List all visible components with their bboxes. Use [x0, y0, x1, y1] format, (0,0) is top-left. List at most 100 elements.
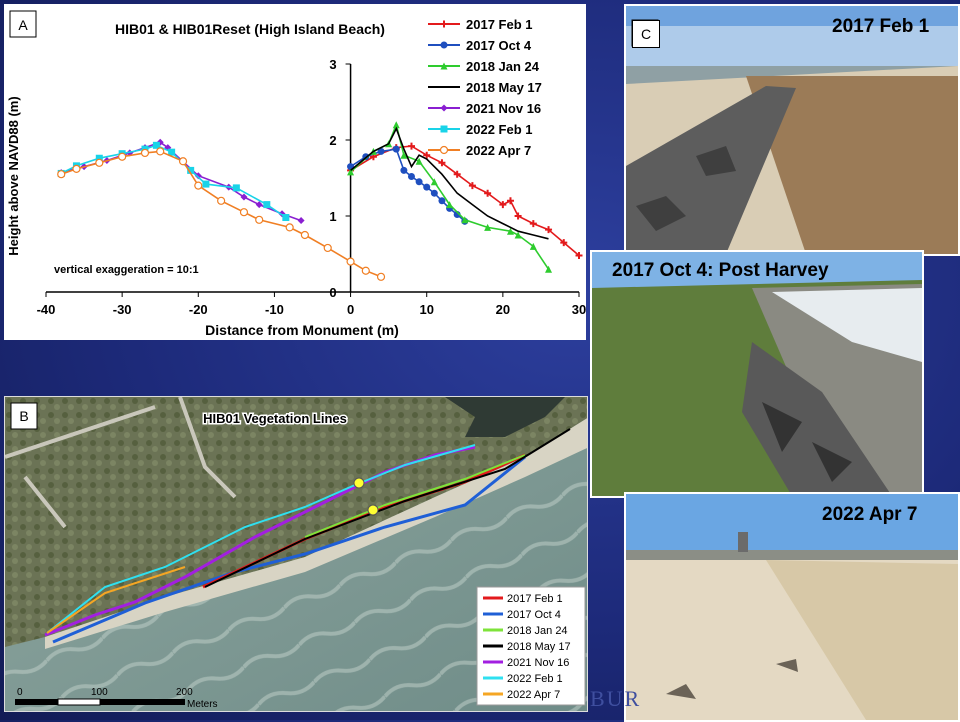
data-point	[446, 201, 454, 209]
map-legend-label: 2022 Apr 7	[507, 689, 560, 701]
data-point	[347, 168, 355, 176]
marsh-land	[5, 397, 587, 647]
monument-marker	[353, 477, 365, 489]
scale-unit: Meters	[187, 699, 218, 710]
data-point	[187, 166, 195, 174]
series-2022-feb-1	[57, 141, 290, 222]
scale-tick-100: 100	[91, 687, 108, 698]
data-point	[461, 216, 469, 224]
legend-item: 2018 May 17	[428, 80, 542, 95]
legend-item: 2021 Nov 16	[428, 101, 541, 116]
data-point	[438, 197, 446, 205]
data-point	[285, 223, 294, 232]
legend-label: 2022 Apr 7	[466, 143, 531, 158]
x-tick-label: -40	[37, 302, 56, 317]
map-legend-label: 2018 May 17	[507, 641, 571, 653]
scale-bar: 0 100 200 Meters	[15, 687, 218, 710]
series-2021-nov-16	[57, 138, 305, 225]
panel-c-letter: C	[632, 20, 660, 48]
legend-label: 2018 Jan 24	[466, 59, 540, 74]
data-point	[118, 152, 127, 161]
data-point	[178, 157, 188, 166]
road	[5, 397, 237, 529]
data-point	[453, 170, 461, 178]
data-point	[255, 201, 263, 209]
inland-water-channel	[445, 397, 565, 437]
photo-title: 2022 Apr 7	[822, 504, 918, 525]
vertical-exaggeration-note: vertical exaggeration = 10:1	[54, 264, 199, 276]
veg-line-2022-apr-7	[46, 566, 186, 634]
data-point	[440, 41, 448, 49]
data-point	[484, 223, 492, 231]
veg-line-2022-feb-1	[46, 444, 476, 634]
series-2018-may-17	[350, 126, 549, 240]
data-point	[415, 157, 423, 165]
data-point	[377, 147, 385, 155]
legend-item: 2018 Jan 24	[428, 59, 540, 74]
data-point	[400, 166, 408, 174]
monument-marker	[367, 504, 379, 516]
legend-item: 2017 Oct 4	[428, 38, 532, 53]
data-point	[453, 210, 461, 218]
data-point	[407, 172, 415, 180]
data-point	[194, 181, 203, 190]
data-point	[506, 197, 514, 205]
legend-label: 2018 May 17	[466, 80, 542, 95]
x-tick-label: -20	[189, 302, 208, 317]
scale-tick-0: 0	[17, 687, 23, 698]
data-point	[545, 265, 553, 273]
panel-b-letter-box	[10, 402, 38, 430]
series-line-2021-nov-16	[60, 141, 302, 222]
veg-line-2018-jan-24	[304, 454, 526, 538]
data-point	[57, 170, 66, 179]
data-point	[152, 141, 160, 149]
data-point	[376, 272, 386, 281]
panel-a-letter: A	[18, 17, 28, 33]
veg-line-2018-may-17	[204, 428, 571, 588]
photo-2022-apr-7-image	[626, 494, 958, 720]
x-axis-label: Distance from Monument (m)	[205, 322, 399, 338]
legend-label: 2017 Feb 1	[466, 17, 533, 32]
map-legend-label: 2017 Oct 4	[507, 609, 561, 621]
sandy-beach	[45, 418, 587, 649]
data-point	[529, 242, 537, 250]
data-point	[440, 62, 448, 70]
y-tick-label: 3	[329, 57, 336, 72]
series-2022-apr-7	[57, 147, 386, 281]
legend-item: 2017 Feb 1	[428, 17, 533, 32]
photo-title: 2017 Oct 4: Post Harvey	[612, 260, 829, 281]
map-legend-label: 2018 Jan 24	[507, 625, 568, 637]
data-point	[95, 154, 103, 162]
photo-2022-apr-7: 2022 Apr 7	[624, 492, 960, 722]
x-tick-label: 10	[419, 302, 433, 317]
data-point	[240, 193, 248, 201]
panel-b-letter: B	[19, 408, 28, 424]
data-point	[415, 178, 423, 186]
data-point	[217, 196, 226, 205]
photo-2017-oct-4: 2017 Oct 4: Post Harvey	[590, 250, 924, 498]
data-point	[263, 201, 271, 209]
map-title: HIB01 Vegetation Lines	[203, 411, 347, 426]
data-point	[407, 142, 415, 150]
aerial-map-svg: B HIB01 Vegetation Lines 2017 Feb 1 2017 …	[5, 397, 587, 711]
data-point	[95, 158, 104, 167]
data-point	[239, 208, 249, 217]
legend-label: 2021 Nov 16	[466, 101, 541, 116]
legend-label: 2022 Feb 1	[466, 122, 533, 137]
map-legend-label: 2022 Feb 1	[507, 673, 563, 685]
data-point	[439, 145, 449, 155]
data-point	[156, 147, 165, 156]
x-tick-label: -30	[113, 302, 132, 317]
data-point	[440, 20, 448, 28]
watermark-text: BUR	[590, 686, 642, 711]
data-point	[392, 121, 400, 129]
data-point	[346, 257, 355, 266]
data-point	[255, 215, 264, 224]
data-point	[514, 212, 522, 220]
panel-b-vegetation-map: B HIB01 Vegetation Lines 2017 Feb 1 2017 …	[4, 396, 588, 712]
data-point	[168, 148, 176, 156]
map-legend-label: 2021 Nov 16	[507, 657, 569, 669]
x-tick-label: -10	[265, 302, 284, 317]
data-point	[297, 217, 305, 225]
data-point	[361, 266, 370, 275]
